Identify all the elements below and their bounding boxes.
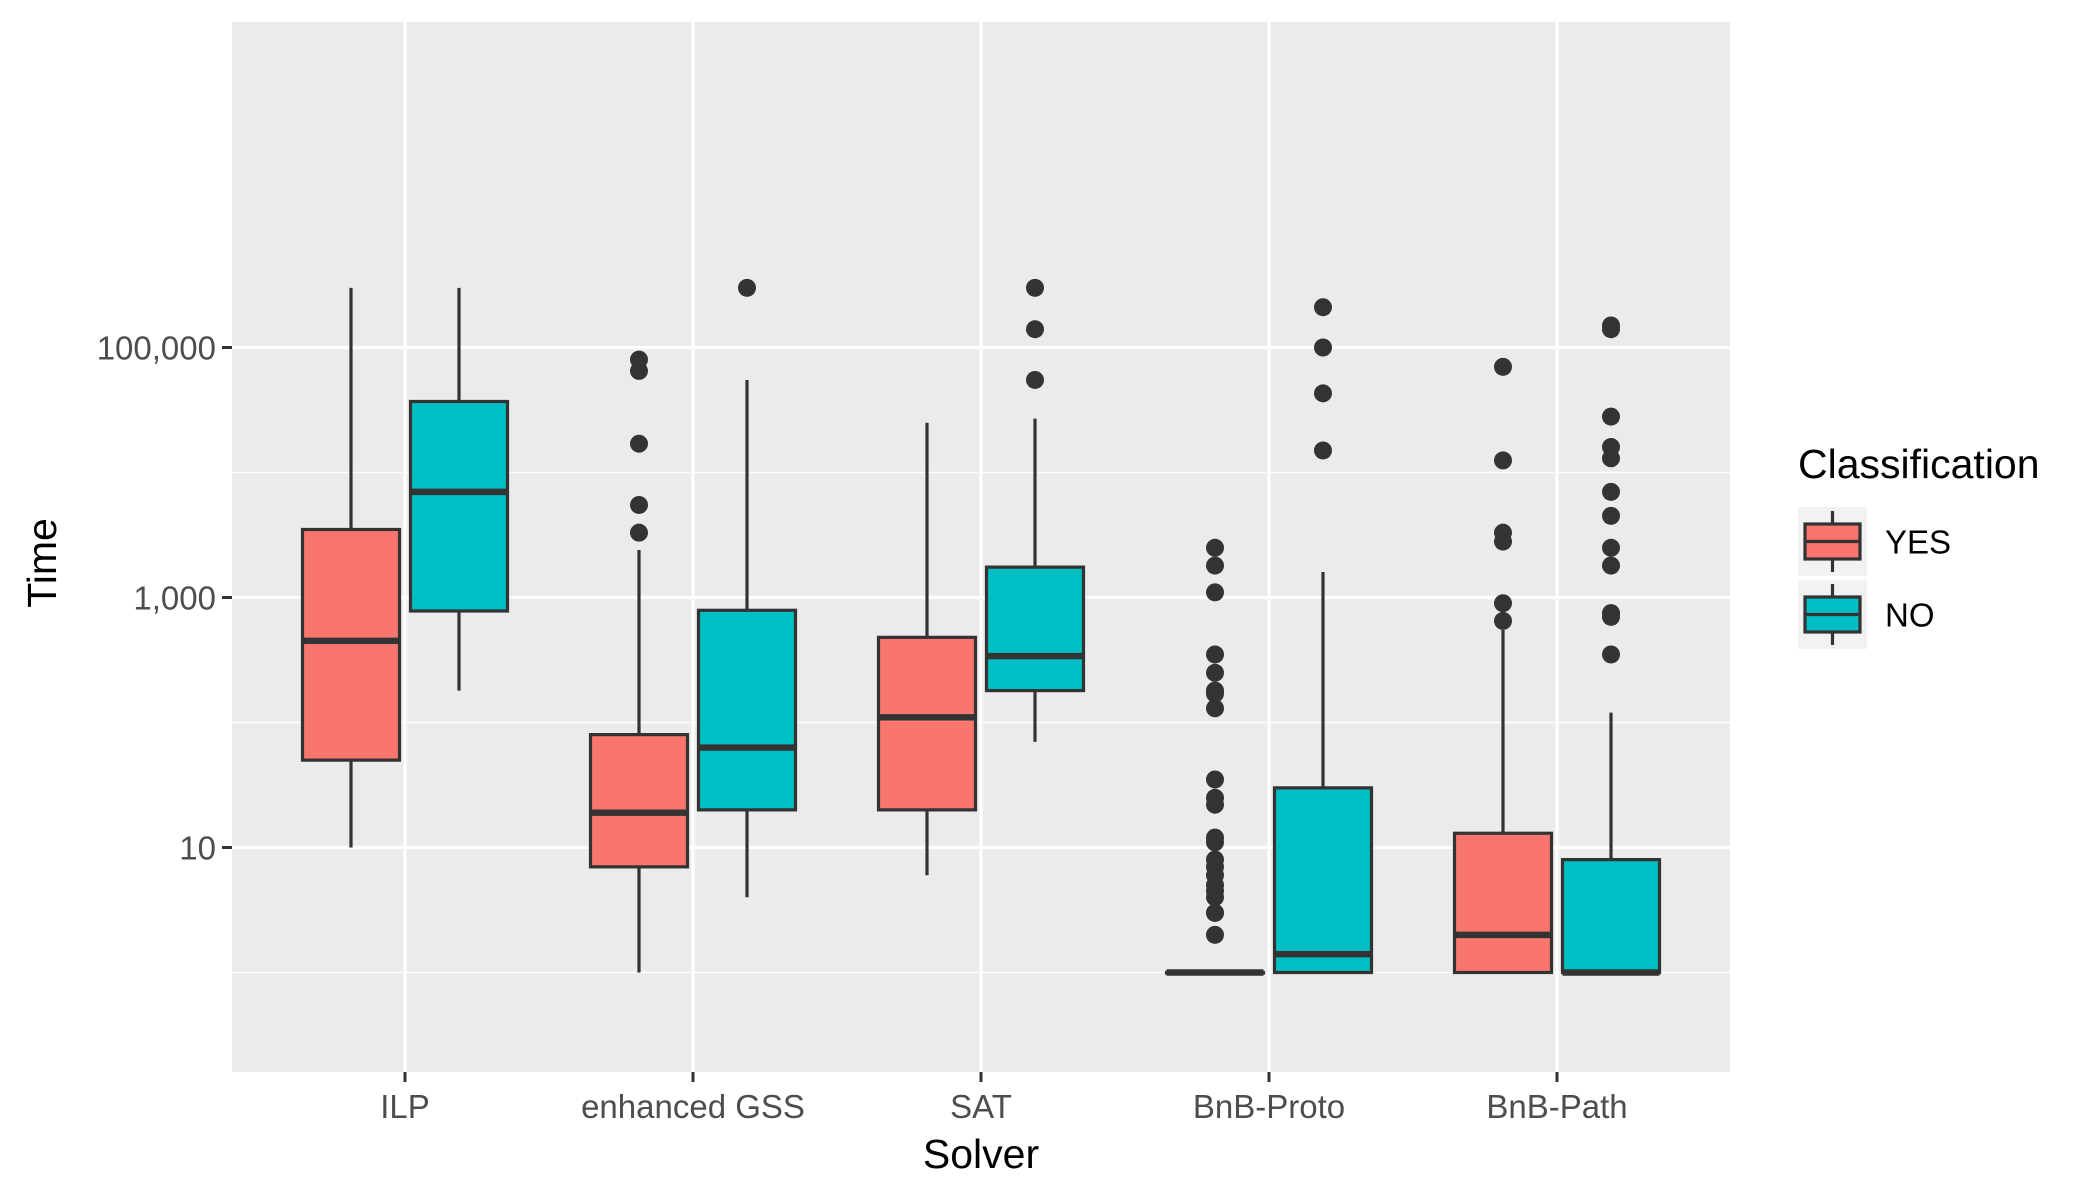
outlier-point (1206, 663, 1224, 682)
outlier-point (1314, 384, 1332, 403)
outlier-point (1314, 298, 1332, 317)
legend-key-yes: YES (1798, 507, 1951, 576)
outlier-point (1494, 357, 1512, 376)
box-body (588, 733, 690, 869)
outlier-point (1494, 611, 1512, 630)
box-yes-bnb-path (1452, 357, 1554, 975)
x-tick-label: ILP (380, 1088, 430, 1125)
outlier-point (1206, 770, 1224, 789)
outlier-point (738, 278, 756, 297)
outlier-point (1206, 903, 1224, 922)
y-tick-label: 100,000 (97, 330, 216, 367)
box-body (984, 565, 1086, 693)
legend-label: NO (1885, 597, 1935, 634)
outlier-point (1206, 925, 1224, 944)
box-body (1452, 831, 1554, 975)
outlier-point (630, 495, 648, 514)
outlier-point (1206, 538, 1224, 557)
legend-keys: YES NO (1798, 507, 1951, 649)
box-yes-bnb-proto (1164, 538, 1266, 976)
x-axis-title: Solver (923, 1131, 1039, 1177)
box-no-bnb-path (1560, 316, 1662, 976)
legend-title: Classification (1798, 441, 2040, 487)
outlier-point (1206, 556, 1224, 575)
outlier-point (1602, 538, 1620, 557)
outlier-point (1602, 482, 1620, 501)
outlier-point (1602, 316, 1620, 335)
box-body (300, 527, 402, 762)
outlier-point (1206, 850, 1224, 869)
outlier-point (1494, 451, 1512, 470)
outlier-point (1026, 370, 1044, 389)
box-body (876, 635, 978, 812)
box-yes-enhanced-gss (588, 350, 690, 973)
legend-key-no: NO (1798, 580, 1935, 649)
outlier-point (1494, 523, 1512, 542)
outlier-point (1026, 320, 1044, 339)
outlier-point (1206, 681, 1224, 700)
box-yes-sat (876, 422, 978, 876)
outlier-point (630, 434, 648, 453)
y-tick-label: 1,000 (133, 580, 216, 617)
outlier-point (1206, 788, 1224, 807)
box-no-bnb-proto (1272, 298, 1374, 975)
box-body (696, 608, 798, 812)
outlier-point (1314, 441, 1332, 460)
outlier-point (1026, 278, 1044, 297)
outlier-point (1602, 604, 1620, 623)
x-tick-label: enhanced GSS (581, 1088, 805, 1125)
box-no-ilp (408, 287, 510, 691)
outlier-point (1602, 437, 1620, 456)
box-no-sat (984, 278, 1086, 742)
box-no-enhanced-gss (696, 278, 798, 898)
outlier-point (630, 350, 648, 369)
box-body (1272, 786, 1374, 975)
x-tick-label: SAT (950, 1088, 1012, 1125)
outlier-point (1206, 645, 1224, 664)
outlier-point (1206, 828, 1224, 847)
box-layer (300, 278, 1662, 976)
legend-label: YES (1885, 524, 1951, 561)
outlier-point (1206, 699, 1224, 718)
outlier-point (630, 523, 648, 542)
outlier-point (1206, 583, 1224, 602)
legend: Classification YES NO (1798, 441, 2040, 649)
axis-layer: 10 1,000 100,000 ILP enhanced GSS SAT BnB-Prot… (97, 330, 1628, 1126)
outlier-point (1602, 556, 1620, 575)
y-tick-label: 10 (179, 830, 216, 867)
outlier-point (1602, 407, 1620, 426)
x-tick-label: BnB-Proto (1193, 1088, 1345, 1125)
y-axis-title: Time (19, 518, 65, 608)
outlier-point (1602, 506, 1620, 525)
outlier-point (1494, 594, 1512, 613)
box-body (1560, 858, 1662, 975)
box-body (408, 399, 510, 613)
box-yes-ilp (300, 287, 402, 848)
outlier-point (1314, 338, 1332, 357)
x-tick-label: BnB-Path (1486, 1088, 1627, 1125)
outlier-point (1602, 645, 1620, 664)
